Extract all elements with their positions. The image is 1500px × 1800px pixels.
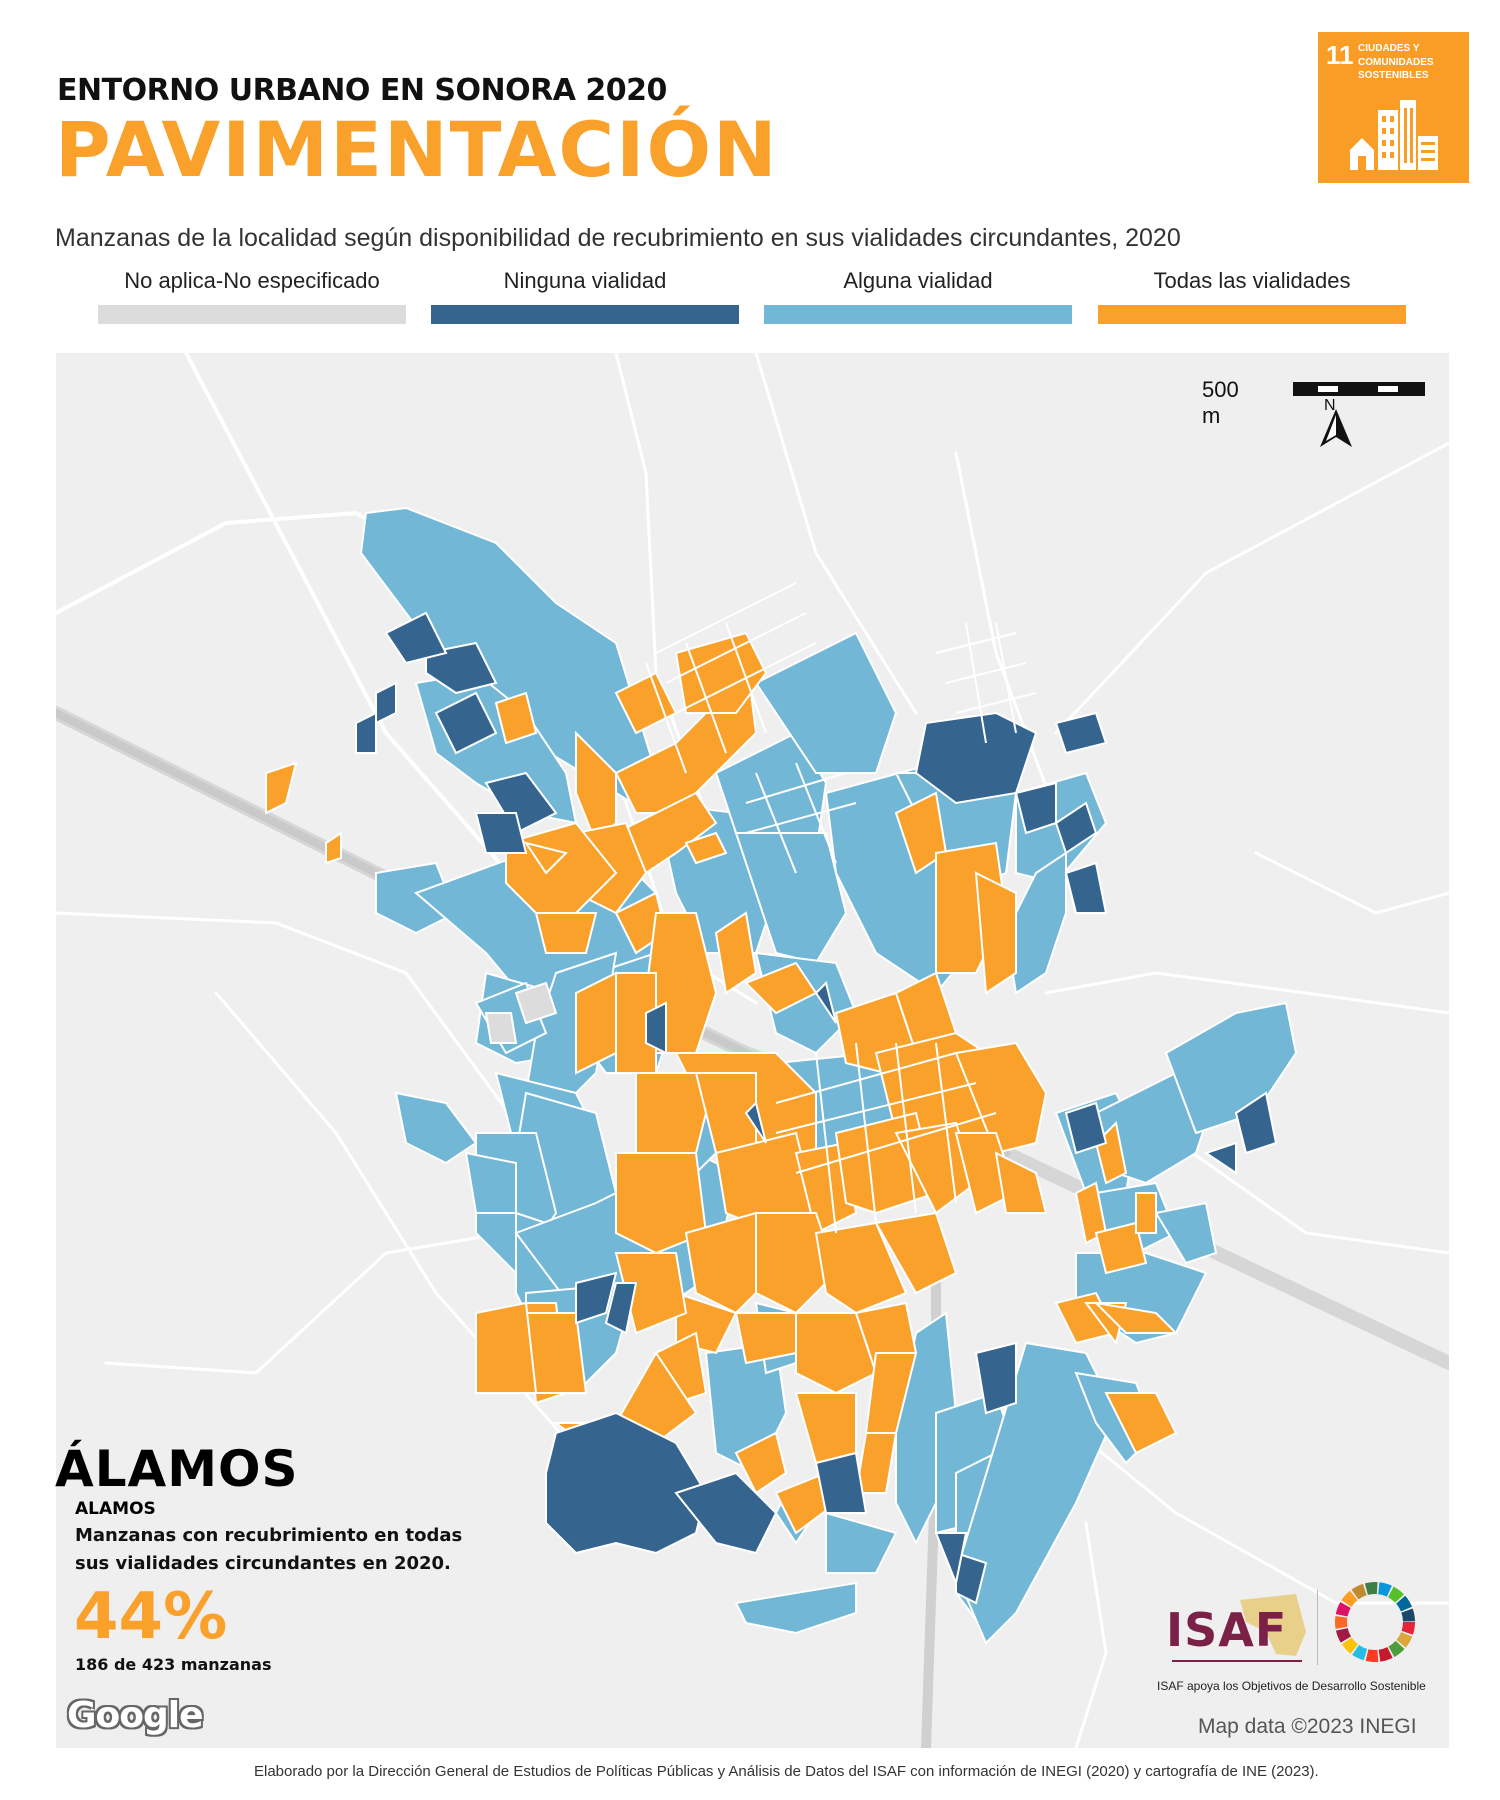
- isaf-tagline: ISAF apoya los Objetivos de Desarrollo S…: [1157, 1679, 1426, 1693]
- footer-credit: Elaborado por la Dirección General de Es…: [254, 1763, 1319, 1780]
- legend-label: No aplica-No especificado: [124, 268, 380, 293]
- city-description: Manzanas con recubrimiento en todas sus …: [75, 1525, 463, 1574]
- sdg11-badge: 11 CIUDADES Y COMUNIDADES SOSTENIBLES: [1318, 32, 1469, 183]
- google-logo: Google: [67, 1695, 204, 1736]
- page-title: PAVIMENTACIÓN: [55, 105, 779, 194]
- sdg-wheel-icon: [1335, 1582, 1415, 1662]
- sdg-label: CIUDADES Y COMUNIDADES SOSTENIBLES: [1358, 43, 1434, 81]
- legend-label: Todas las vialidades: [1153, 268, 1351, 293]
- map-canvas[interactable]: 500 m: [56, 353, 1449, 1748]
- legend-swatch: [1098, 305, 1406, 324]
- blocks-no-aplica: [484, 981, 558, 1044]
- isaf-underline: [1172, 1660, 1302, 1662]
- scale-graphic: [1293, 382, 1425, 396]
- logo-divider: [1317, 1590, 1318, 1665]
- sonora-outline-logo: [1240, 1594, 1306, 1656]
- city-subname: ALAMOS: [75, 1499, 156, 1519]
- kicker-title: ENTORNO URBANO EN SONORA 2020: [57, 73, 667, 108]
- isaf-logo: ISAF: [1166, 1603, 1288, 1657]
- map-graphic: [56, 353, 1449, 1748]
- legend-item-todas: Todas las vialidades: [1098, 268, 1406, 324]
- north-arrow-icon: [1320, 409, 1352, 447]
- legend-label: Alguna vialidad: [843, 268, 993, 293]
- legend-swatch: [431, 305, 739, 324]
- street-grid: [645, 582, 1037, 1234]
- north-label: N: [1324, 397, 1336, 414]
- legend-label: Ninguna vialidad: [503, 268, 667, 293]
- paved-percentage: 44%: [74, 1580, 228, 1654]
- legend-item-no-aplica: No aplica-No especificado: [98, 268, 406, 324]
- map-attribution: Map data ©2023 INEGI: [1198, 1715, 1417, 1738]
- sdg-number: 11: [1326, 40, 1354, 70]
- map-subtitle: Manzanas de la localidad según disponibi…: [55, 224, 1181, 252]
- legend-item-ninguna: Ninguna vialidad: [431, 268, 739, 324]
- legend-swatch: [764, 305, 1072, 324]
- block-count: 186 de 423 manzanas: [75, 1655, 272, 1674]
- legend-swatch: [98, 305, 406, 324]
- blocks-ninguna-vialidad: [355, 611, 1278, 1605]
- north-arrow: N: [1316, 397, 1356, 456]
- legend: No aplica-No especificado Ninguna vialid…: [98, 268, 1406, 328]
- city-buildings-icon: [1350, 100, 1438, 170]
- scale-label: 500 m: [1202, 377, 1239, 428]
- legend-item-alguna: Alguna vialidad: [764, 268, 1072, 324]
- city-name: ÁLAMOS: [55, 1440, 299, 1498]
